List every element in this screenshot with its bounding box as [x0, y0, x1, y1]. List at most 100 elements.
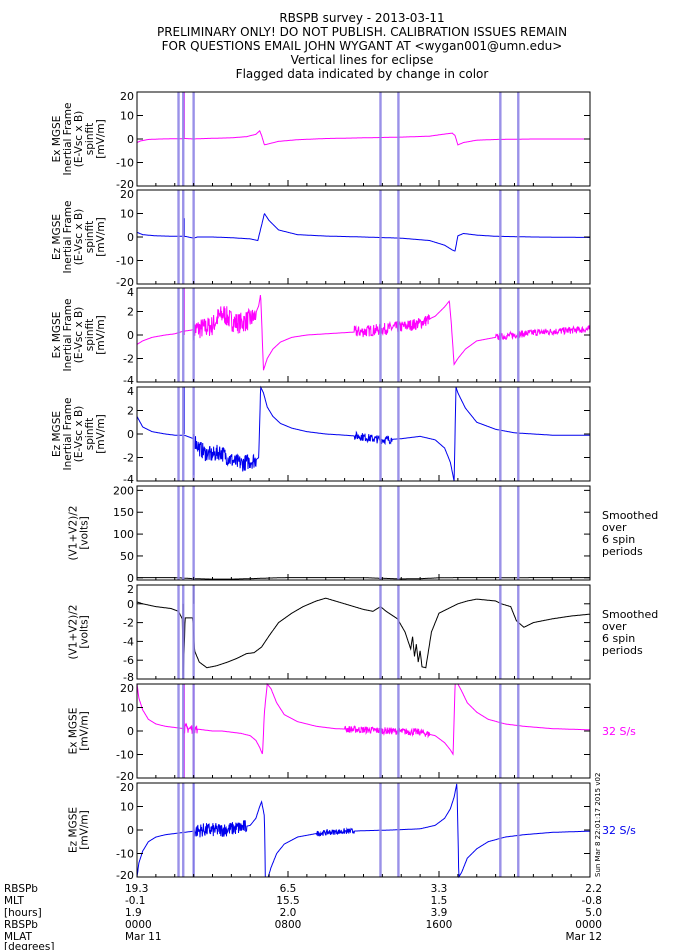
orbit-value-3-4: 1600: [426, 919, 453, 931]
orbit-row-label-6: [degrees]: [4, 941, 54, 950]
panel-6-ytick-label-2: 0: [127, 598, 134, 611]
orbit-value-4-2: -0.8: [582, 895, 603, 907]
panel-3-ytick-label-3: 0: [127, 329, 134, 342]
panel-5: 200 150 100 50 0 (V1+V2)/2[volts] Smoothedover…: [68, 484, 659, 584]
orbit-value-3-3: 3.9: [431, 907, 448, 919]
orbit-value-1-2: -0.1: [125, 895, 146, 907]
header-line-2: PRELIMINARY ONLY! DO NOT PUBLISH. CALIBR…: [157, 25, 567, 39]
panel-4-series-line: [136, 385, 590, 482]
panel-4-ylabel-line-2: Inertial Frame: [62, 398, 74, 471]
panel-1-series-line: [136, 130, 590, 146]
panel-5-side-label-2: over: [602, 521, 627, 534]
panel-1-ylabel-line-4: spinfit: [84, 123, 96, 155]
orbit-value-4-3: 5.0: [585, 907, 602, 919]
panel-2-ylabel-line-2: Inertial Frame: [62, 201, 74, 274]
panel-4-ylabel-line-5: [mV/m]: [95, 414, 107, 453]
panel-4-ylabel: Ez MGSEInertial Frame(E-Vsc x B)spinfit[…: [51, 398, 107, 471]
panel-6-side-label-1: Smoothed: [602, 608, 658, 621]
orbit-row-label-5: MLAT: [4, 931, 33, 943]
panel-6-frame: [136, 584, 591, 680]
panel-3-ytick-label-1: 4: [127, 286, 134, 299]
panel-3-ylabel-line-1: Ex MGSE: [51, 312, 63, 359]
panel-3-ytick-label-2: 2: [127, 306, 134, 319]
panel-1: 20 10 0 -10 -20 Ex MGSEInertial Frame(E-Vsc x…: [51, 90, 591, 191]
panel-7: 20 10 0 -10 -20 Ex MGSE[mV/m] 32 S/s: [68, 682, 637, 783]
panel-3-ytick-label-5: -4: [123, 374, 134, 387]
panel-4-ytick-label-2: 2: [127, 405, 134, 418]
panel-2-ytick-label-2: 10: [120, 208, 134, 221]
panel-2-ytick-label-5: -20: [116, 276, 134, 289]
orbit-value-2-4: 0800: [275, 919, 302, 931]
orbit-value-2-2: 15.5: [276, 895, 299, 907]
panel-4-ylabel-line-4: spinfit: [84, 418, 96, 450]
panel-7-ytick-label-2: 10: [120, 702, 134, 715]
orbit-row-label-2: MLT: [4, 895, 24, 907]
panel-2-ylabel-line-5: [mV/m]: [95, 217, 107, 256]
panel-8-ylabel: Ez MGSE[mV/m]: [68, 807, 91, 853]
panel-7-ytick-label-1: 20: [120, 682, 134, 695]
panel-1-ylabel-line-2: Inertial Frame: [62, 103, 74, 176]
panel-7-side-label-1: 32 S/s: [602, 725, 636, 738]
orbit-row-label-4: RBSPb: [4, 919, 38, 931]
panel-3-ytick-label-4: -2: [123, 353, 134, 366]
plot-header: RBSPB survey - 2013-03-11 PRELIMINARY ON…: [157, 11, 567, 81]
panel-3: 4 2 0 -2 -4 Ex MGSEInertial Frame(E-Vsc x B)s…: [51, 286, 591, 387]
panel-6-side-label-4: periods: [602, 644, 643, 657]
panel-4-frame: [136, 386, 591, 482]
panel-4-ylabel-line-3: (E-Vsc x B): [73, 406, 85, 463]
panel-6: 2 0 -2 -4 -6 -8 (V1+V2)/2[volts] Smoothedover6 …: [68, 583, 659, 684]
panel-6-side-label-2: over: [602, 620, 627, 633]
panel-4-ytick-label-4: -2: [123, 452, 134, 465]
header-line-4: Vertical lines for eclipse: [291, 53, 434, 67]
panel-5-ylabel: (V1+V2)/2[volts]: [68, 506, 91, 561]
panel-5-side-label-1: Smoothed: [602, 509, 658, 522]
panel-1-ytick-label-2: 10: [120, 110, 134, 123]
panel-5-side-label-4: periods: [602, 545, 643, 558]
panel-5-ylabel-line-1: (V1+V2)/2: [68, 506, 80, 561]
panel-2-ytick-label-1: 20: [120, 188, 134, 201]
panel-6-ylabel: (V1+V2)/2[volts]: [68, 605, 91, 660]
panel-7-ylabel-line-2: [mV/m]: [79, 711, 91, 750]
panel-5-ytick-label-5: 0: [127, 572, 134, 585]
panel-5-ytick-label-3: 100: [113, 528, 134, 541]
panel-5-ytick-label-1: 200: [113, 484, 134, 497]
panel-6-ytick-label-1: 2: [127, 583, 134, 596]
orbit-value-1-3: 1.9: [125, 907, 142, 919]
panel-6-ytick-label-4: -4: [123, 635, 134, 648]
panel-7-ytick-label-4: -10: [116, 749, 134, 762]
panel-2-ytick-label-3: 0: [127, 231, 134, 244]
panel-6-ytick-label-3: -2: [123, 617, 134, 630]
panel-1-ylabel: Ex MGSEInertial Frame(E-Vsc x B)spinfit[…: [51, 103, 107, 176]
panel-7-ylabel: Ex MGSE[mV/m]: [68, 708, 91, 755]
panel-2: 20 10 0 -10 -20 Ez MGSEInertial Frame(E-Vsc x…: [51, 188, 591, 289]
panel-8-ytick-label-4: -10: [116, 848, 134, 861]
panel-8-ytick-label-3: 0: [127, 824, 134, 837]
panel-3-ylabel-line-5: [mV/m]: [95, 315, 107, 354]
orbit-row-label-1: RBSPb: [4, 883, 38, 895]
panel-8-ytick-label-2: 10: [120, 801, 134, 814]
panel-2-series-line: [136, 212, 590, 252]
plot-credit: Sun Mar 8 22:01:17 2015 v02: [594, 773, 602, 877]
panel-5-side-label-3: 6 spin: [602, 533, 635, 546]
panel-8-ylabel-line-2: [mV/m]: [79, 810, 91, 849]
orbit-value-4-5: Mar 12: [565, 931, 602, 943]
panel-2-ylabel-line-3: (E-Vsc x B): [73, 209, 85, 266]
panel-6-ytick-label-5: -6: [123, 654, 134, 667]
panel-1-ytick-label-5: -20: [116, 178, 134, 191]
panel-7-ylabel-line-1: Ex MGSE: [68, 708, 80, 755]
orbit-value-4-4: 0000: [575, 919, 602, 931]
header-line-5: Flagged data indicated by change in colo…: [236, 67, 489, 81]
orbit-value-1-4: 0000: [125, 919, 152, 931]
panel-4-ytick-label-5: -4: [123, 473, 134, 486]
orbit-value-1-5: Mar 11: [125, 931, 162, 943]
panel-5-ylabel-line-2: [volts]: [79, 516, 91, 549]
panel-7-series-line: [136, 682, 590, 756]
orbit-value-2-3: 2.0: [280, 907, 297, 919]
orbit-value-3-1: 3.3: [431, 883, 448, 895]
panel-8-ylabel-line-1: Ez MGSE: [68, 807, 80, 853]
panel-3-ylabel: Ex MGSEInertial Frame(E-Vsc x B)spinfit[…: [51, 299, 107, 372]
panel-1-ytick-label-4: -10: [116, 157, 134, 170]
panel-5-ytick-label-2: 150: [113, 506, 134, 519]
